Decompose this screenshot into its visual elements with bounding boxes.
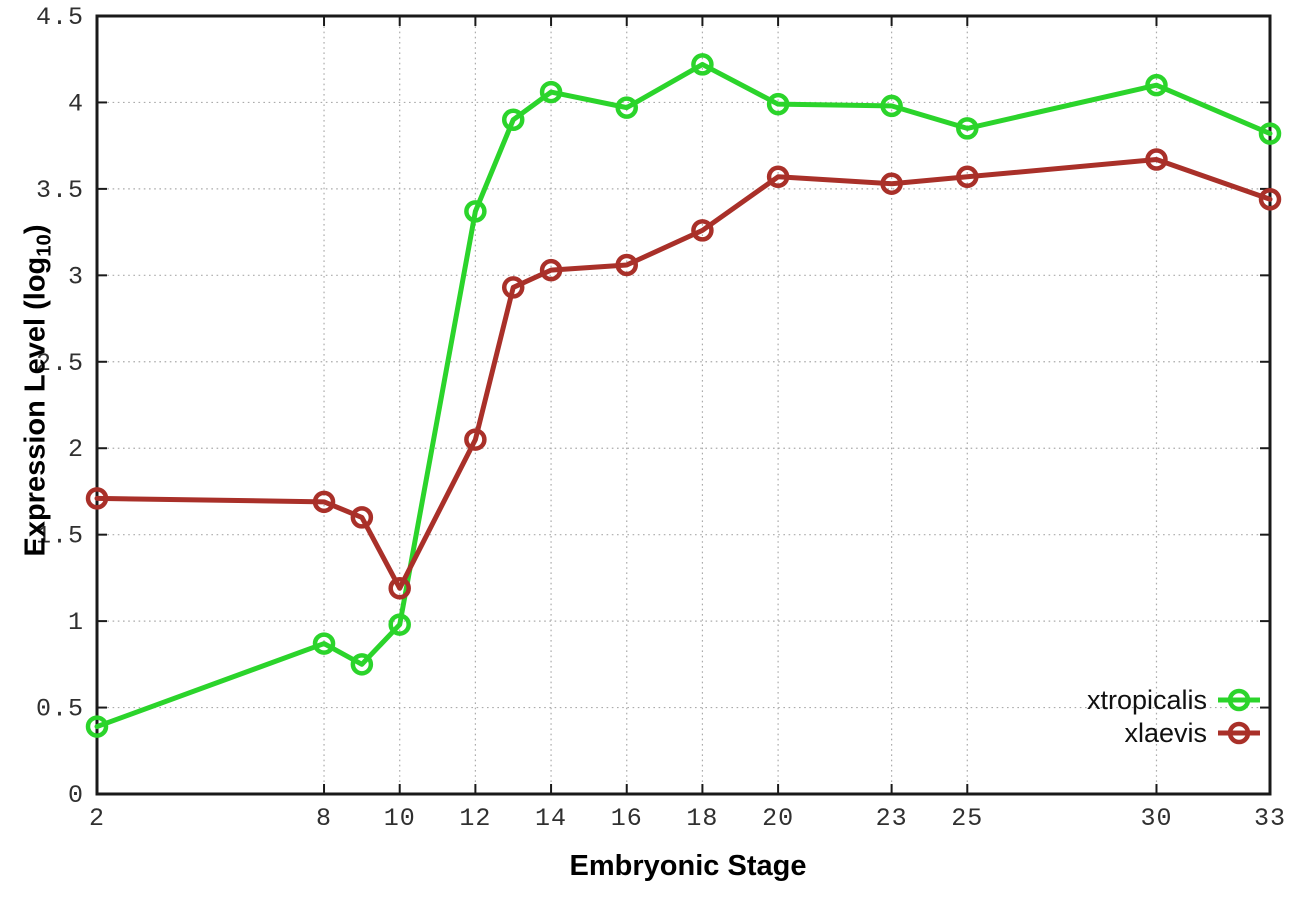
legend-item-xlaevis: xlaevis <box>1087 718 1262 748</box>
xtropicalis-point-marker <box>539 80 563 104</box>
xtropicalis-point-marker <box>501 108 525 131</box>
x-tick-label: 8 <box>316 804 332 833</box>
xtropicalis-point-marker <box>464 200 487 223</box>
legend-item-xtropicalis: xtropicalis <box>1087 685 1262 715</box>
xtropicalis-point-marker <box>85 715 109 738</box>
xtropicalis-point-marker <box>956 117 979 140</box>
xlaevis-point-marker <box>388 577 411 600</box>
x-tick-label: 25 <box>951 804 983 833</box>
y-tick-label: 1 <box>68 608 84 637</box>
y-axis-title-subscript: 10 <box>33 234 56 257</box>
xtropicalis-point-marker <box>312 632 336 655</box>
xtropicalis-point-marker <box>615 96 638 119</box>
x-tick-label: 16 <box>611 804 643 833</box>
y-tick-label: 4.5 <box>36 3 84 32</box>
legend: xtropicalis xlaevis <box>1087 685 1262 748</box>
xlaevis-line-marker-icon <box>1218 721 1260 745</box>
xlaevis-point-marker <box>956 165 979 189</box>
y-tick-label: 3 <box>68 262 84 291</box>
x-tick-label: 18 <box>686 804 718 833</box>
xlaevis-point-marker <box>501 276 525 299</box>
xlaevis-point-marker <box>350 506 374 529</box>
y-tick-label: 2.5 <box>36 349 84 378</box>
x-tick-label: 30 <box>1140 804 1172 833</box>
y-tick-label: 4 <box>68 89 84 118</box>
x-tick-label: 14 <box>535 804 567 833</box>
series-xlaevis <box>85 148 1282 600</box>
xlaevis-point-marker <box>766 165 790 189</box>
xlaevis-point-marker <box>691 219 714 242</box>
y-axis-title-suffix: ) <box>19 224 52 235</box>
x-tick-label: 23 <box>876 804 908 833</box>
xtropicalis-point-marker <box>388 613 411 636</box>
y-tick-label: 3.5 <box>36 176 84 205</box>
xlaevis-point-marker <box>1145 148 1168 171</box>
xlaevis-point-marker <box>312 490 336 514</box>
xlaevis-point-marker <box>85 487 109 510</box>
legend-label-xlaevis: xlaevis <box>1124 718 1207 748</box>
legend-label-xtropicalis: xtropicalis <box>1086 685 1207 715</box>
xlaevis-point-marker <box>615 253 638 277</box>
xlaevis-point-marker <box>880 172 903 195</box>
x-tick-label: 33 <box>1254 804 1286 833</box>
x-tick-label: 2 <box>89 804 105 833</box>
y-tick-label: 0 <box>68 781 84 810</box>
axis-ticks <box>96 15 1271 795</box>
xtropicalis-point-marker <box>1258 122 1282 145</box>
plot-border <box>95 14 1272 796</box>
y-tick-label: 1.5 <box>36 522 84 551</box>
xtropicalis-point-marker <box>1145 73 1168 97</box>
xlaevis-line <box>94 156 1273 591</box>
xtropicalis-point-marker <box>691 53 714 76</box>
xlaevis-point-marker <box>539 258 563 282</box>
series-xtropicalis <box>85 53 1282 738</box>
x-tick-label: 10 <box>384 804 416 833</box>
tick-labels: 2 8 10 12 14 16 18 20 23 25 30 33 0 0.5 1 1.5 2 2.5 3 3.5 4 4… <box>36 3 1286 833</box>
xtropicalis-point-marker <box>766 92 790 116</box>
xtropicalis-line-marker-icon <box>1218 688 1260 712</box>
x-tick-label: 12 <box>459 804 491 833</box>
x-tick-label: 20 <box>762 804 794 833</box>
xlaevis-point-marker <box>464 428 487 451</box>
y-axis-title: Expression Level (log10) <box>20 141 57 641</box>
gridlines <box>97 16 1270 794</box>
x-axis-title: Embryonic Stage <box>569 850 807 882</box>
xtropicalis-point-marker <box>350 653 374 676</box>
y-tick-label: 0.5 <box>36 695 84 724</box>
xlaevis-point-marker <box>1258 188 1282 211</box>
y-axis-title-text: Expression Level (log <box>19 256 52 557</box>
xtropicalis-point-marker <box>880 94 903 118</box>
y-tick-label: 2 <box>68 435 84 464</box>
